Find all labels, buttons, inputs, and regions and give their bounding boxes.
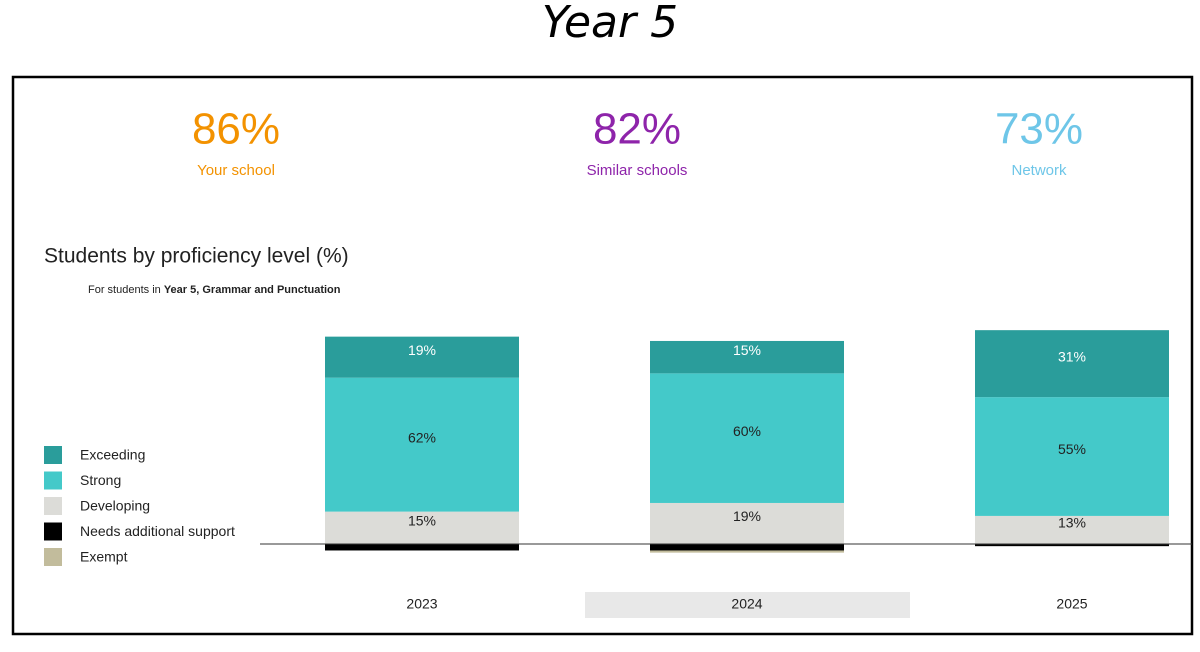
bar-segment — [650, 502, 844, 544]
legend-swatch — [44, 471, 62, 490]
data-label: 13% — [1058, 515, 1086, 531]
x-tick-label: 2024 — [731, 596, 762, 612]
x-tick-label: 2023 — [406, 596, 437, 612]
bar-segment — [650, 550, 844, 553]
x-tick-label: 2025 — [1056, 596, 1087, 612]
data-label: 15% — [733, 342, 761, 358]
chart-title: Students by proficiency level (%) — [44, 245, 349, 268]
subtitle-bold: Year 5, Grammar and Punctuation — [164, 284, 341, 296]
data-label: 19% — [733, 508, 761, 524]
legend-label: Strong — [80, 472, 121, 488]
data-label: 15% — [408, 513, 436, 529]
legend-swatch — [44, 548, 62, 566]
data-label: 19% — [408, 342, 436, 358]
kpi-value: 82% — [593, 105, 681, 154]
legend-label: Needs additional support — [80, 523, 235, 539]
bar-segment — [650, 373, 844, 503]
bar-segment — [975, 544, 1169, 547]
panel-border — [11, 75, 1194, 636]
kpi-label: Your school — [197, 162, 275, 179]
legend-label: Developing — [80, 498, 150, 514]
data-label: 62% — [408, 429, 436, 445]
data-label: 60% — [733, 423, 761, 439]
bar-segment — [325, 336, 519, 378]
bar-segment — [975, 330, 1169, 398]
legend-swatch — [44, 497, 62, 515]
page-title: Year 5 — [542, 0, 678, 48]
kpi-label: Network — [1011, 162, 1067, 179]
kpi-value: 86% — [192, 105, 280, 154]
subtitle-text: For students in — [88, 284, 164, 296]
bar-segment — [975, 515, 1169, 544]
legend-label: Exempt — [80, 549, 128, 565]
category-highlight — [585, 592, 910, 618]
legend-swatch — [44, 446, 62, 464]
bar-segment — [975, 397, 1169, 516]
legend-swatch — [44, 522, 62, 541]
kpi-value: 73% — [995, 105, 1083, 154]
kpi-label: Similar schools — [587, 162, 688, 179]
data-label: 55% — [1058, 441, 1086, 457]
bar-segment — [650, 340, 844, 374]
bar-segment — [325, 511, 519, 544]
legend-label: Exceeding — [80, 447, 145, 463]
bar-segment — [650, 544, 844, 551]
chart-subtitle: For students in Year 5, Grammar and Punc… — [88, 284, 341, 296]
data-label: 31% — [1058, 348, 1086, 364]
bar-segment — [325, 377, 519, 512]
bar-segment — [325, 544, 519, 551]
